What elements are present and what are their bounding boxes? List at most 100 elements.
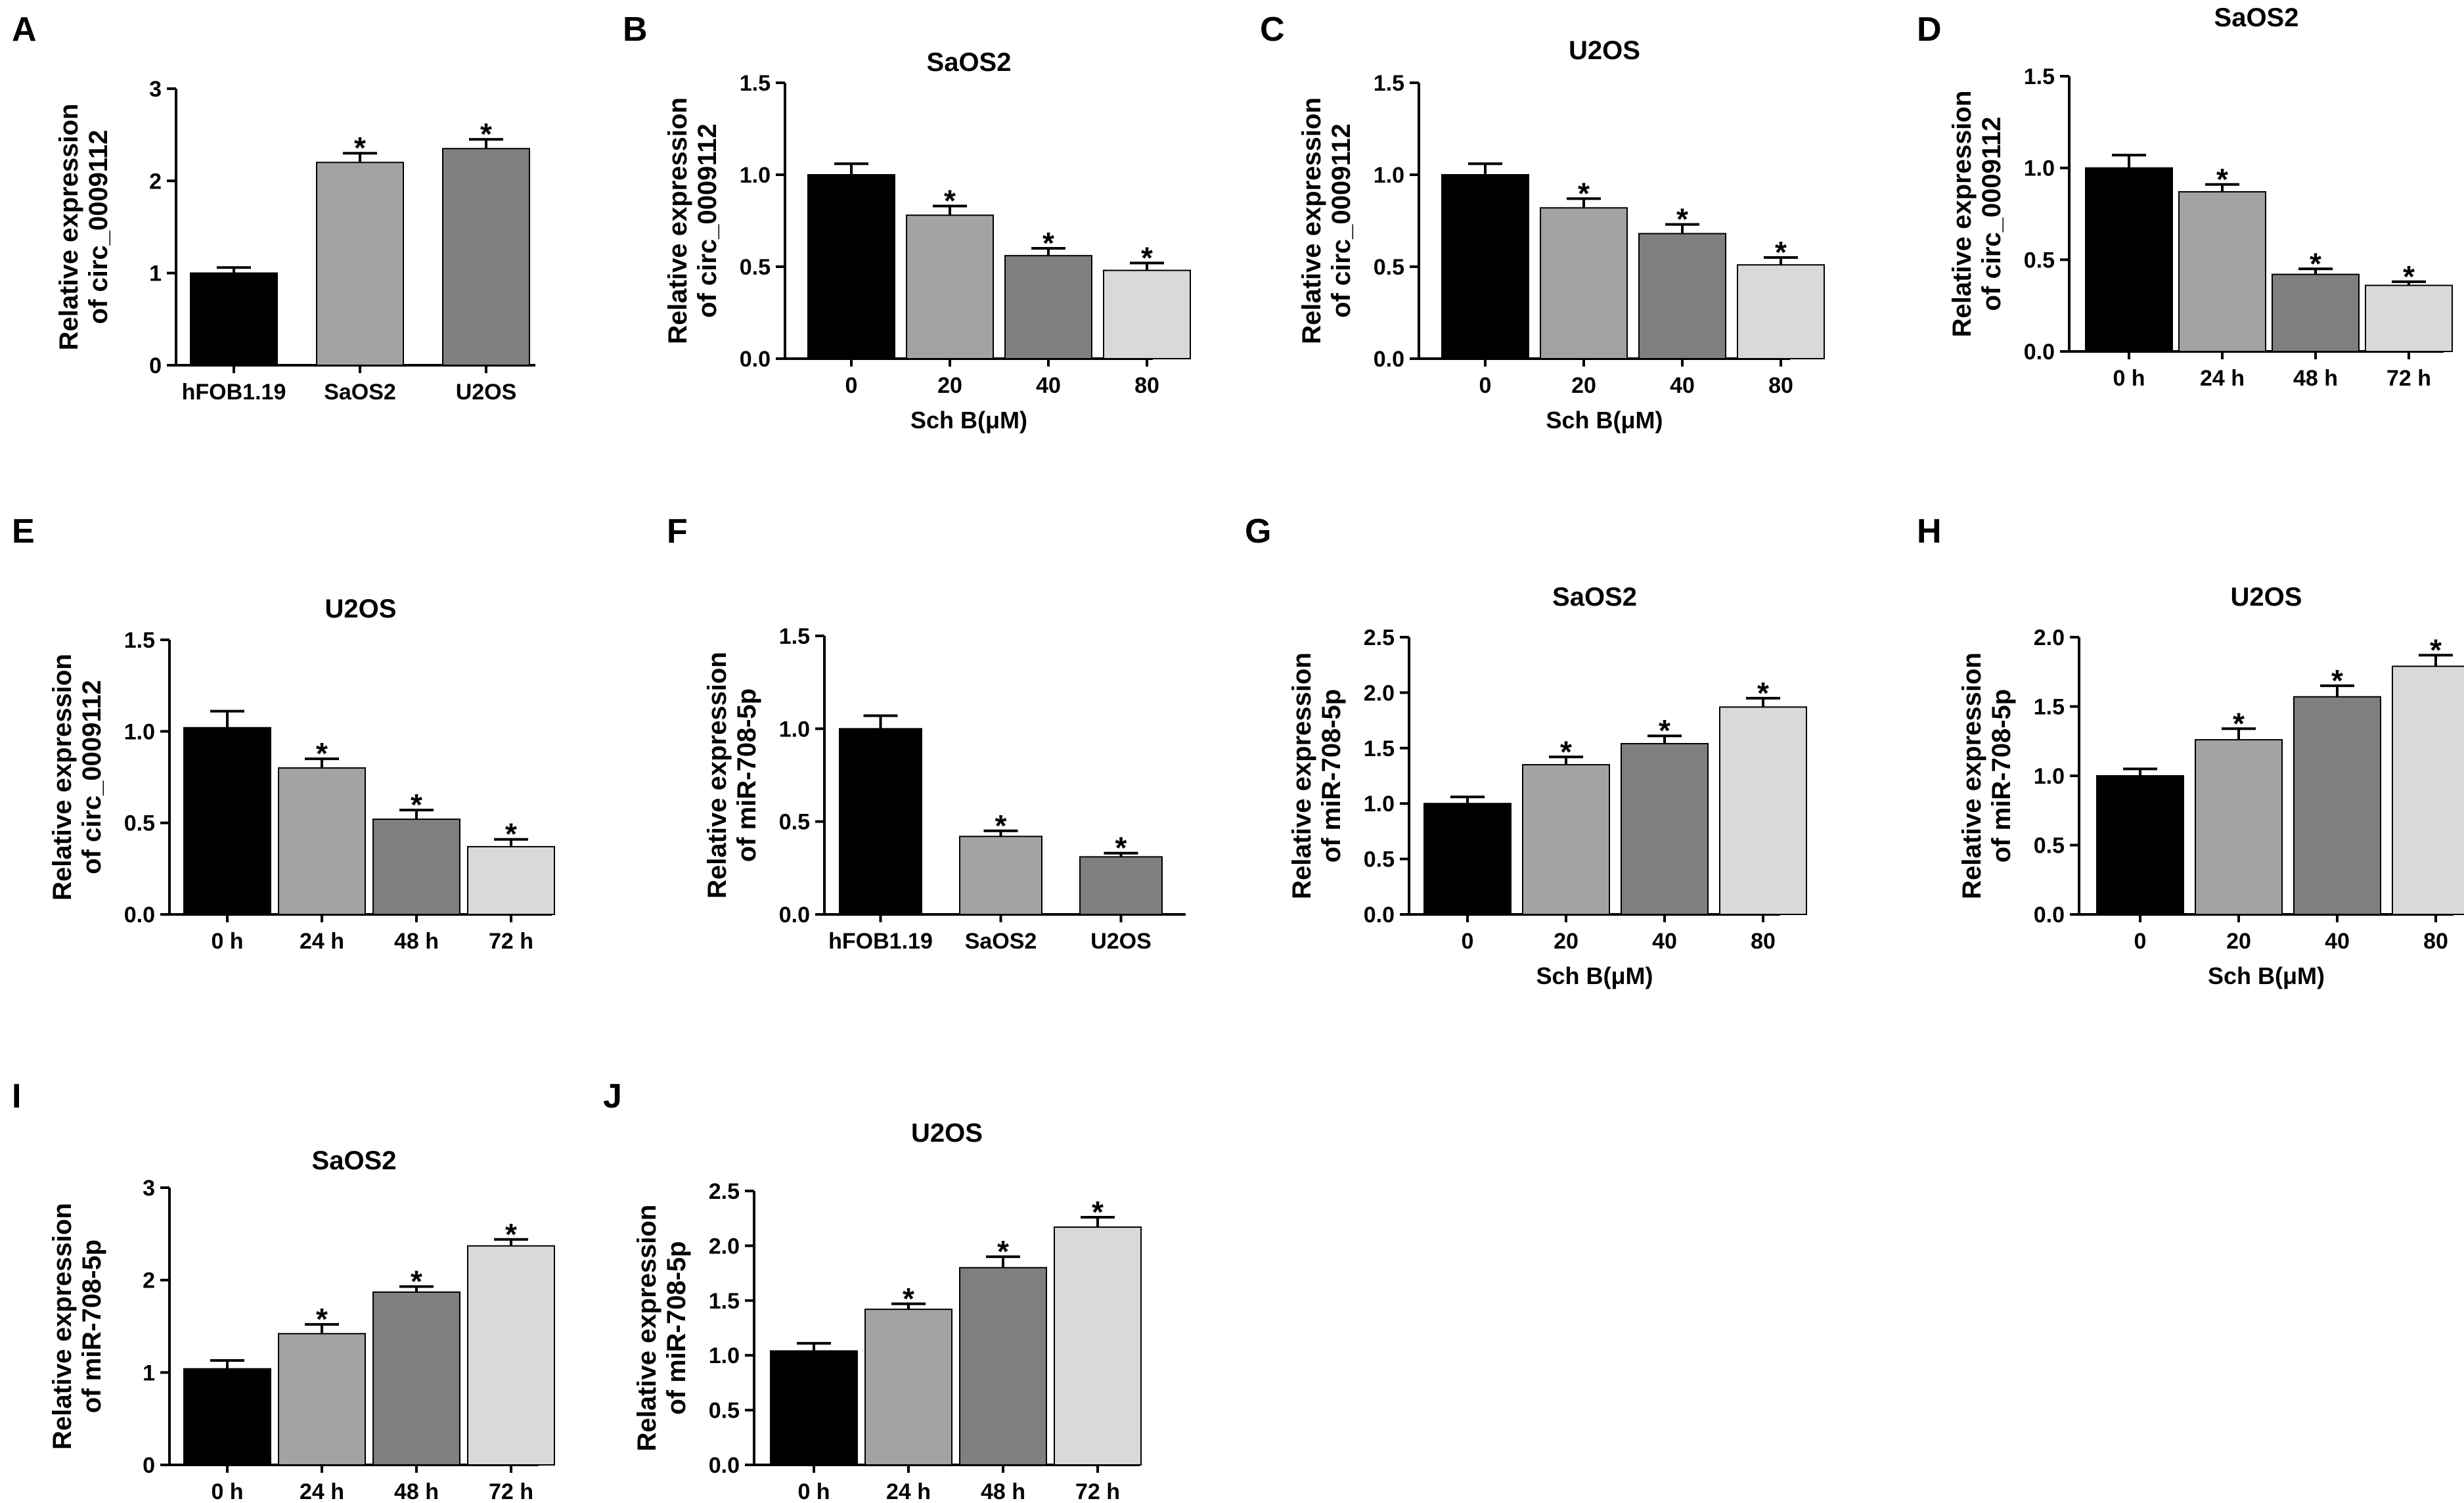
x-tick-label-e-1: 24 h: [300, 929, 344, 954]
y-axis-label-line2-e: of circ_0009112: [78, 680, 106, 874]
significance-star-h-3: *: [2430, 633, 2442, 667]
bar-j-3: [1054, 1226, 1142, 1466]
y-tick-label-i-0: 0: [143, 1453, 155, 1478]
x-tick-label-g-2: 40: [1652, 929, 1677, 954]
x-tick-label-b-1: 20: [937, 373, 962, 398]
bar-g-3: [1719, 706, 1807, 915]
y-tick-label-f-2: 1.0: [779, 717, 810, 742]
y-axis-label-line1-j: Relative expression: [633, 1205, 661, 1452]
x-axis-label-c: Sch B(μM): [1546, 407, 1663, 434]
significance-star-e-2: *: [411, 788, 422, 822]
x-tick-label-d-0: 0 h: [2113, 366, 2145, 391]
bar-c-1: [1540, 207, 1628, 359]
y-tick-label-g-3: 1.5: [1364, 736, 1395, 761]
x-tick-label-d-2: 48 h: [2293, 366, 2338, 391]
significance-star-d-3: *: [2403, 259, 2415, 294]
y-tick-label-e-2: 1.0: [124, 719, 155, 744]
bar-j-2: [959, 1267, 1047, 1466]
chart-title-j: U2OS: [911, 1119, 983, 1148]
bar-b-3: [1103, 269, 1191, 359]
y-axis-label-line1-c: Relative expression: [1297, 97, 1326, 344]
y-tick-label-g-4: 2.0: [1364, 681, 1395, 706]
y-tick-label-g-5: 2.5: [1364, 625, 1395, 650]
y-axis-label-line2-c: of circ_0009112: [1327, 123, 1356, 318]
y-tick-label-b-1: 0.5: [740, 255, 771, 280]
bar-i-2: [372, 1291, 460, 1466]
y-tick-label-a-0: 0: [149, 353, 162, 378]
significance-star-d-1: *: [2216, 162, 2228, 196]
significance-star-g-2: *: [1659, 713, 1670, 748]
y-tick-label-h-2: 1.0: [2034, 764, 2065, 789]
y-axis-label-line1-b: Relative expression: [663, 97, 692, 344]
y-axis-label-line1-a: Relative expression: [55, 104, 83, 351]
x-tick-label-c-2: 40: [1670, 373, 1695, 398]
significance-star-c-1: *: [1578, 176, 1590, 210]
y-axis-label-line2-a: of circ_0009112: [84, 130, 113, 325]
y-axis-label-line1-h: Relative expression: [1958, 652, 1986, 899]
x-tick-label-h-2: 40: [2325, 929, 2350, 954]
bar-a-2: [442, 148, 530, 366]
y-axis-label-line2-d: of circ_0009112: [1977, 117, 2006, 311]
x-tick-label-a-0: hFOB1.19: [182, 380, 286, 405]
x-tick-label-g-1: 20: [1554, 929, 1579, 954]
bar-h-3: [2392, 665, 2464, 915]
panel-g: G SaOS2 0.0 0.5 1.0 1.5 2.0 2.5 Relative express…: [1245, 512, 1807, 989]
y-tick-label-f-1: 0.5: [779, 810, 810, 835]
significance-star-c-3: *: [1775, 235, 1787, 269]
x-axis-label-b: Sch B(μM): [910, 407, 1027, 434]
x-tick-label-f-2: U2OS: [1090, 929, 1152, 954]
bar-i-1: [278, 1333, 366, 1466]
panel-a: A 0 1 2 3 Relative expression of circ_0009112h…: [12, 11, 535, 405]
y-tick-label-j-4: 2.0: [709, 1234, 740, 1259]
significance-star-h-1: *: [2233, 706, 2245, 740]
x-axis-label-g: Sch B(μM): [1536, 962, 1653, 989]
y-tick-label-c-0: 0.0: [1374, 347, 1404, 372]
y-tick-label-c-2: 1.0: [1374, 163, 1404, 188]
panel-i: I SaOS2 0 1 2 3 Relative expression of miR-708-…: [12, 1077, 555, 1503]
bar-h-0: [2096, 775, 2184, 915]
x-tick-label-b-2: 40: [1036, 373, 1061, 398]
bar-c-3: [1737, 264, 1825, 360]
y-axis-label-line2-h: of miR-708-5p: [1987, 689, 2016, 863]
y-tick-label-h-1: 0.5: [2034, 834, 2065, 859]
x-tick-label-j-2: 48 h: [981, 1479, 1025, 1503]
y-tick-label-i-2: 2: [143, 1268, 155, 1293]
x-tick-label-b-0: 0: [845, 373, 858, 398]
bar-a-1: [316, 162, 404, 366]
y-tick-label-e-1: 0.5: [124, 811, 155, 836]
y-tick-label-d-2: 1.0: [2024, 156, 2055, 181]
x-tick-label-a-1: SaOS2: [324, 380, 396, 405]
y-tick-label-d-1: 0.5: [2024, 248, 2055, 273]
bar-d-0: [2085, 167, 2173, 353]
bar-g-0: [1423, 803, 1512, 915]
significance-star-j-3: *: [1092, 1195, 1104, 1229]
bar-i-3: [467, 1245, 555, 1466]
x-tick-label-f-1: SaOS2: [965, 929, 1037, 954]
y-tick-label-g-2: 1.0: [1364, 792, 1395, 817]
panel-b: B SaOS2 0.0 0.5 1.0 1.5 Relative expression of …: [623, 11, 1191, 434]
bar-c-0: [1441, 174, 1529, 359]
y-tick-label-b-2: 1.0: [740, 163, 771, 188]
panel-letter-c: C: [1260, 11, 1285, 49]
y-tick-label-j-0: 0.0: [709, 1453, 740, 1478]
significance-star-h-2: *: [2331, 663, 2343, 698]
panel-letter-b: B: [623, 11, 648, 49]
x-tick-label-c-1: 20: [1571, 373, 1596, 398]
x-tick-label-i-0: 0 h: [211, 1479, 243, 1503]
panel-h: H U2OS 0.0 0.5 1.0 1.5 2.0 Relative expression o…: [1917, 512, 2464, 989]
chart-title-e: U2OS: [325, 594, 397, 623]
chart-title-g: SaOS2: [1552, 583, 1637, 612]
bar-e-3: [467, 845, 555, 915]
y-tick-label-j-2: 1.0: [709, 1343, 740, 1368]
y-tick-label-f-0: 0.0: [779, 903, 810, 928]
y-tick-label-e-0: 0.0: [124, 903, 155, 928]
chart-title-b: SaOS2: [927, 48, 1012, 77]
significance-star-b-2: *: [1042, 226, 1054, 260]
significance-star-g-1: *: [1560, 734, 1572, 769]
significance-star-i-1: *: [316, 1302, 328, 1336]
y-tick-label-h-0: 0.0: [2034, 903, 2065, 928]
panel-e: E U2OS 0.0 0.5 1.0 1.5 Relative expression of c…: [12, 512, 555, 954]
y-tick-label-c-3: 1.5: [1374, 71, 1404, 96]
significance-star-c-2: *: [1676, 202, 1688, 236]
y-axis-label-line2-b: of circ_0009112: [693, 123, 722, 318]
